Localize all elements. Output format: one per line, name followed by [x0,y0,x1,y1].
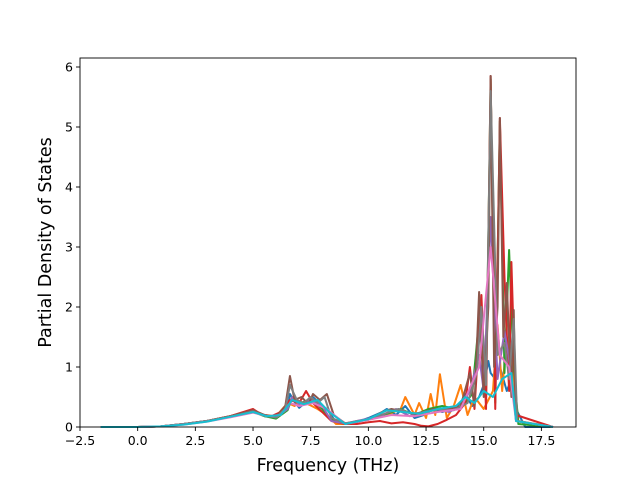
y-tick-label: 1 [65,360,73,375]
x-tick-label: 2.5 [185,433,205,448]
y-axis-ticks: 0 1 2 3 4 5 6 [65,60,80,435]
plot-frame [79,57,577,428]
y-axis-label: Partial Density of States [36,137,56,348]
x-tick-label: 17.5 [527,433,555,448]
x-axis-ticks: −2.5 0.0 2.5 5.0 7.5 10.0 12.5 15.0 17.5 [65,427,555,448]
x-tick-label: 15.0 [470,433,498,448]
y-tick-label: 5 [65,120,73,135]
y-tick-label: 2 [65,300,73,315]
x-tick-label: 5.0 [243,433,263,448]
x-tick-label: 12.5 [412,433,440,448]
y-tick-label: 0 [65,420,73,435]
y-tick-label: 4 [65,180,73,195]
y-tick-label: 6 [65,60,73,75]
x-axis-label: Frequency (THz) [257,456,400,476]
x-tick-label: 7.5 [301,433,321,448]
series-layer [100,75,554,428]
y-tick-label: 3 [65,240,73,255]
x-tick-label: −2.5 [65,433,95,448]
x-tick-label: 10.0 [354,433,382,448]
x-tick-label: 0.0 [128,433,148,448]
series-line-9 [100,372,554,428]
